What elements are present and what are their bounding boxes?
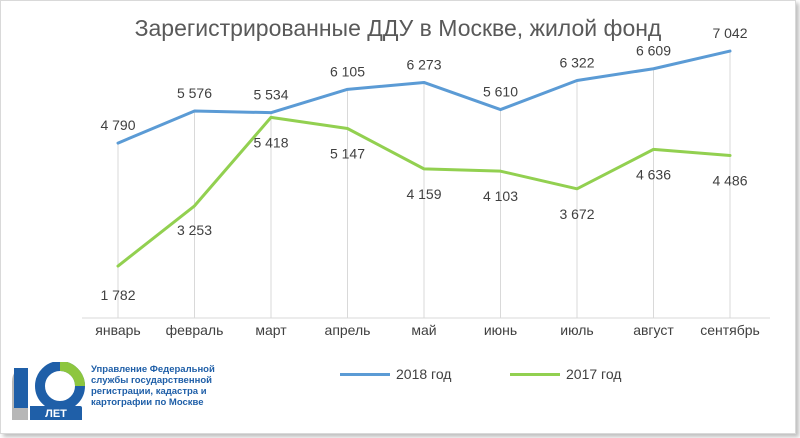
- series-line-2017-год: [116, 115, 732, 268]
- chart-title: Зарегистрированные ДДУ в Москве, жилой ф…: [134, 15, 662, 41]
- data-label-2018: 6 105: [330, 63, 365, 79]
- data-label-2017: 5 147: [330, 145, 365, 161]
- logo-text: ЛЕТ: [45, 408, 67, 420]
- organization-name: Управление Федеральной службы государств…: [91, 364, 215, 408]
- data-label-2017: 4 486: [712, 173, 747, 189]
- anniversary-10-years-icon: ЛЕТ: [12, 361, 85, 420]
- data-label-2017: 5 418: [253, 134, 288, 150]
- x-tick-label: апрель: [325, 322, 371, 338]
- legend-swatch-2018: [340, 372, 390, 376]
- x-tick-label: январь: [95, 322, 140, 338]
- legend-swatch-2017: [510, 372, 560, 376]
- x-tick-label: июль: [560, 322, 593, 338]
- series-line-2018-год: [116, 49, 732, 145]
- data-label-2017: 1 782: [100, 287, 135, 303]
- data-label-2018: 6 322: [559, 54, 594, 70]
- data-label-2018: 5 576: [177, 85, 212, 101]
- data-label-2018: 5 610: [483, 84, 518, 100]
- legend-item-2017: 2017 год: [510, 366, 621, 382]
- data-label-2017: 4 159: [406, 186, 441, 202]
- data-label-2017: 4 636: [636, 166, 671, 182]
- x-tick-label: сентябрь: [700, 322, 760, 338]
- x-tick-label: май: [411, 322, 436, 338]
- legend-label-2018: 2018 год: [396, 366, 452, 382]
- x-tick-label: март: [255, 322, 287, 338]
- legend-item-2018: 2018 год: [340, 366, 451, 382]
- data-label-2017: 3 672: [559, 206, 594, 222]
- data-label-2017: 4 103: [483, 188, 518, 204]
- x-tick-label: июнь: [484, 322, 517, 338]
- data-label-2018: 6 609: [636, 43, 671, 59]
- legend: 2018 год 2017 год: [340, 366, 640, 388]
- data-label-2018: 6 273: [406, 56, 441, 72]
- rosreestr-logo: ЛЕТ Управление Федеральной службы госуда…: [8, 361, 248, 424]
- data-label-2018: 5 534: [253, 87, 288, 103]
- data-label-2017: 3 253: [177, 222, 212, 238]
- legend-label-2017: 2017 год: [566, 366, 622, 382]
- data-label-2018: 4 790: [100, 117, 135, 133]
- x-tick-label: февраль: [166, 322, 224, 338]
- x-tick-label: август: [633, 322, 674, 338]
- data-label-2018: 7 042: [712, 25, 747, 41]
